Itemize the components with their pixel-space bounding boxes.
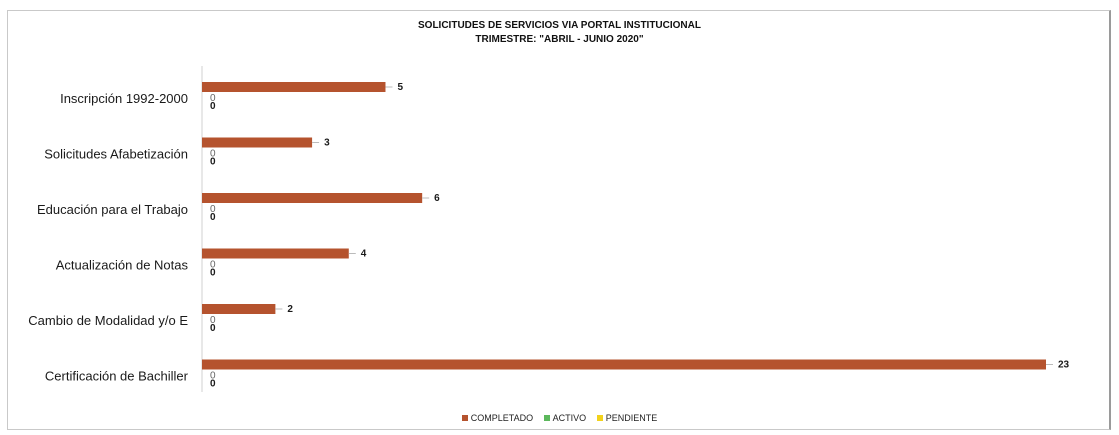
category-label-actualizacion-de-notas: Actualización de Notas [56,258,189,273]
data-label-completado-solicitudes-afabetizacion: 3 [324,138,330,149]
legend-label-activo: ACTIVO [552,413,587,423]
data-label-pendiente-solicitudes-afabetizacion: 0 [210,157,216,168]
category-label-cambio-de-modalidad-y-o-e: Cambio de Modalidad y/o E [28,313,188,328]
bar-completado-actualizacion-de-notas [202,248,349,259]
data-label-completado-actualizacion-de-notas: 4 [361,249,367,260]
data-label-pendiente-cambio-de-modalidad-y-o-e: 0 [210,323,216,334]
data-label-pendiente-certificacion-de-bachiller: 0 [210,379,216,390]
data-label-pendiente-educacion-para-el-trabajo: 0 [210,212,216,223]
legend-label-pendiente: PENDIENTE [605,413,658,423]
legend-label-completado: COMPLETADO [470,413,534,423]
chart-subtitle: TRIMESTRE: "ABRIL - JUNIO 2020" [475,34,644,45]
chart-frame [7,10,1111,430]
legend-swatch-pendiente [596,415,603,421]
legend: COMPLETADO ACTIVO PENDIENTE [0,413,1119,423]
category-label-solicitudes-afabetizacion: Solicitudes Afabetización [44,147,188,162]
data-label-pendiente-actualizacion-de-notas: 0 [210,268,216,279]
bar-completado-solicitudes-afabetizacion [202,137,313,148]
legend-item-pendiente: PENDIENTE [596,413,658,423]
legend-swatch-completado [461,415,468,421]
data-label-activo-educacion-para-el-trabajo: 0 [210,204,216,215]
bar-completado-inscripcion-1992-2000 [202,82,386,92]
data-label-activo-certificacion-de-bachiller: 0 [210,371,216,382]
data-label-completado-certificacion-de-bachiller: 23 [1058,360,1070,371]
data-label-completado-cambio-de-modalidad-y-o-e: 2 [287,304,293,315]
data-label-pendiente-inscripcion-1992-2000: 0 [210,101,216,112]
data-label-activo-cambio-de-modalidad-y-o-e: 0 [210,315,216,326]
category-label-educacion-para-el-trabajo: Educación para el Trabajo [37,202,188,217]
data-label-completado-educacion-para-el-trabajo: 6 [434,193,440,204]
chart-title: SOLICITUDES DE SERVICIOS VIA PORTAL INST… [418,20,701,31]
data-label-activo-inscripcion-1992-2000: 0 [210,93,216,104]
data-label-completado-inscripcion-1992-2000: 5 [397,82,403,93]
category-label-inscripcion-1992-2000: Inscripción 1992-2000 [60,91,188,106]
legend-swatch-activo [543,415,550,421]
data-label-activo-solicitudes-afabetizacion: 0 [210,149,216,160]
data-label-activo-actualizacion-de-notas: 0 [210,260,216,271]
bar-completado-certificacion-de-bachiller [202,359,1046,370]
bar-completado-educacion-para-el-trabajo [202,193,423,203]
legend-item-completado: COMPLETADO [461,413,534,423]
bar-completado-cambio-de-modalidad-y-o-e [202,304,276,314]
category-label-certificacion-de-bachiller: Certificación de Bachiller [45,369,189,384]
legend-item-activo: ACTIVO [543,413,587,423]
